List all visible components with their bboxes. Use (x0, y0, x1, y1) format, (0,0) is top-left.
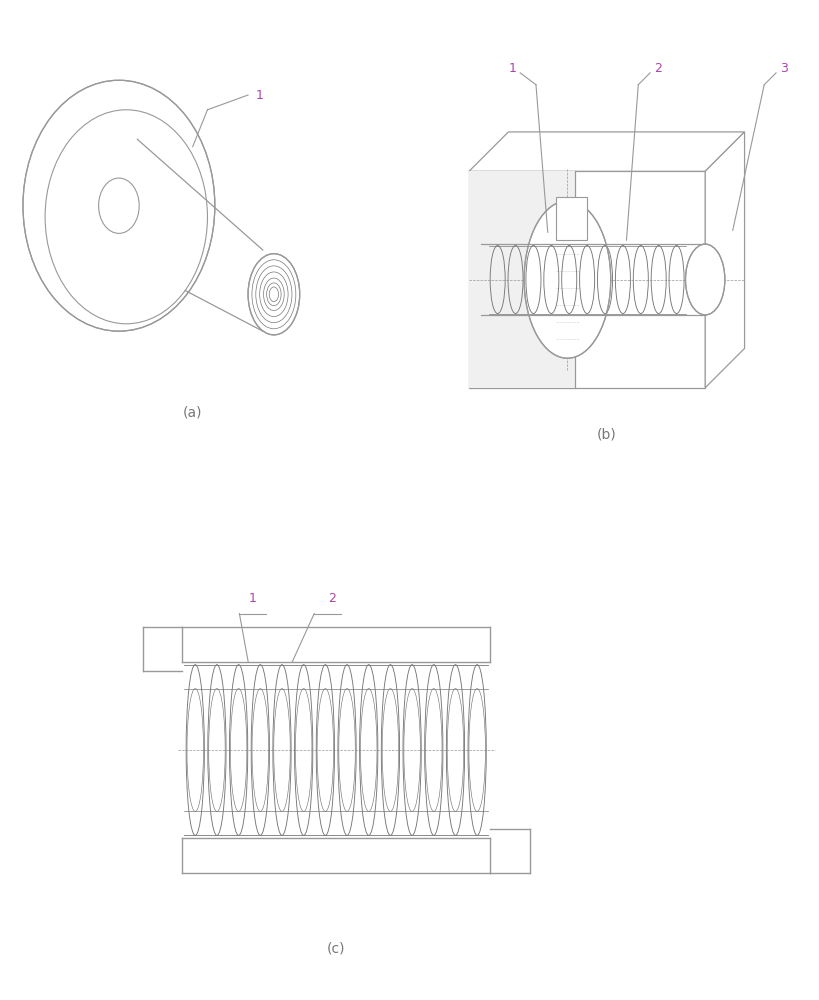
Text: 2: 2 (654, 62, 661, 75)
Text: (b): (b) (596, 428, 616, 442)
Polygon shape (468, 171, 704, 388)
Polygon shape (468, 171, 575, 388)
Ellipse shape (523, 201, 610, 358)
Text: 1: 1 (256, 89, 263, 102)
Text: 2: 2 (328, 592, 335, 605)
Text: (c): (c) (327, 941, 345, 955)
Text: 1: 1 (248, 592, 256, 605)
Polygon shape (468, 132, 744, 171)
Ellipse shape (23, 80, 215, 331)
Ellipse shape (685, 244, 724, 315)
Text: 3: 3 (779, 62, 787, 75)
Polygon shape (704, 132, 744, 388)
Polygon shape (555, 197, 586, 240)
Polygon shape (182, 662, 490, 838)
Text: 1: 1 (508, 62, 516, 75)
Text: (a): (a) (183, 405, 202, 419)
Ellipse shape (248, 254, 300, 335)
